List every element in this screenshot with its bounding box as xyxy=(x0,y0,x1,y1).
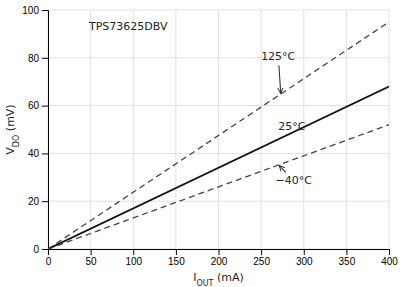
x-tick: 400 xyxy=(381,249,398,267)
x-tick-mark xyxy=(91,249,92,255)
y-axis-label: VDO (mV) xyxy=(4,104,21,154)
x-tick-mark xyxy=(133,249,134,255)
annotation: 25°C xyxy=(278,120,305,133)
y-tick-mark xyxy=(42,249,48,250)
grid-line-x xyxy=(261,10,262,249)
annotations: 125°C 25°C −40°C xyxy=(261,50,312,187)
y-tick: 40 xyxy=(28,148,48,159)
y-tick-label: 100 xyxy=(22,5,39,16)
plot: 0 50 100 150 200 250 300 350 400 0 20 40 60 80 100 TPS7… xyxy=(4,5,398,287)
y-tick-label: 0 xyxy=(33,244,39,255)
x-tick-mark xyxy=(176,249,177,255)
y-axis-line xyxy=(42,11,49,250)
grid xyxy=(48,10,389,249)
grid-line-x xyxy=(389,10,390,249)
y-tick: 20 xyxy=(28,196,48,207)
x-tick: 250 xyxy=(253,249,270,267)
y-tick-mark xyxy=(42,106,48,107)
x-tick: 0 xyxy=(46,249,52,267)
y-tick-label: 80 xyxy=(28,53,40,64)
chart: 0 50 100 150 200 250 300 350 400 0 20 40 60 80 100 TPS7… xyxy=(0,0,405,287)
x-tick-mark xyxy=(219,249,220,255)
x-tick-mark xyxy=(346,249,347,255)
x-tick-mark xyxy=(261,249,262,255)
axis-label-sub: DO xyxy=(12,135,21,147)
title: TPS73625DBV xyxy=(88,20,168,33)
annotation: −40°C xyxy=(276,174,313,187)
y-tick-label: 20 xyxy=(28,196,40,207)
grid-line-x xyxy=(90,10,91,249)
lines xyxy=(48,22,389,249)
series-line xyxy=(48,125,389,249)
y-tick-mark xyxy=(42,58,48,59)
x-tick-label: 400 xyxy=(381,256,398,267)
grid-line-y xyxy=(48,201,389,202)
x-tick-mark xyxy=(389,249,390,255)
series-line xyxy=(48,22,389,249)
x-axis-label: IOUT (mA) xyxy=(193,271,244,287)
x-tick-label: 200 xyxy=(211,256,228,267)
x-tick-label: 50 xyxy=(86,256,98,267)
grid-line-y xyxy=(48,10,389,11)
y-tick-mark xyxy=(42,201,48,202)
x-tick-label: 300 xyxy=(296,256,313,267)
grid-line-x xyxy=(175,10,176,249)
x-tick: 100 xyxy=(125,249,142,267)
x-tick: 150 xyxy=(168,249,185,267)
y-tick-label: 40 xyxy=(28,148,40,159)
x-axis-line xyxy=(49,250,390,256)
x-tick: 300 xyxy=(296,249,313,267)
x-tick-label: 0 xyxy=(46,256,52,267)
y-tick-label: 60 xyxy=(28,100,40,111)
y-tick: 100 xyxy=(22,5,48,16)
y-tick: 60 xyxy=(28,100,48,111)
series-line xyxy=(48,86,389,249)
x-tick-label: 350 xyxy=(339,256,356,267)
y-tick-mark xyxy=(42,10,48,11)
axis-label-unit: (mV) xyxy=(4,104,17,134)
x-tick: 350 xyxy=(339,249,356,267)
x-tick: 200 xyxy=(211,249,228,267)
annotation-arrow xyxy=(279,65,281,93)
x-tick-label: 250 xyxy=(253,256,270,267)
y-tick-mark xyxy=(42,153,48,154)
annotation: 125°C xyxy=(261,50,295,63)
x-tick-mark xyxy=(304,249,305,255)
x-tick-label: 100 xyxy=(125,256,142,267)
annotation-arrow xyxy=(279,165,286,172)
axis-label-unit: (mA) xyxy=(213,271,243,284)
grid-line-x xyxy=(218,10,219,249)
axis-label-sub: OUT xyxy=(196,279,213,287)
grid-line-y xyxy=(48,105,389,106)
y-tick: 80 xyxy=(28,53,48,64)
y-axis: 0 20 40 60 80 100 xyxy=(22,5,48,255)
grid-line-y xyxy=(48,153,389,154)
grid-line-x xyxy=(133,10,134,249)
x-axis: 0 50 100 150 200 250 300 350 400 xyxy=(46,249,399,267)
grid-line-y xyxy=(48,57,389,58)
x-tick: 50 xyxy=(86,249,98,267)
grid-line-x xyxy=(346,10,347,249)
y-tick: 0 xyxy=(33,244,48,255)
x-tick-label: 150 xyxy=(168,256,185,267)
